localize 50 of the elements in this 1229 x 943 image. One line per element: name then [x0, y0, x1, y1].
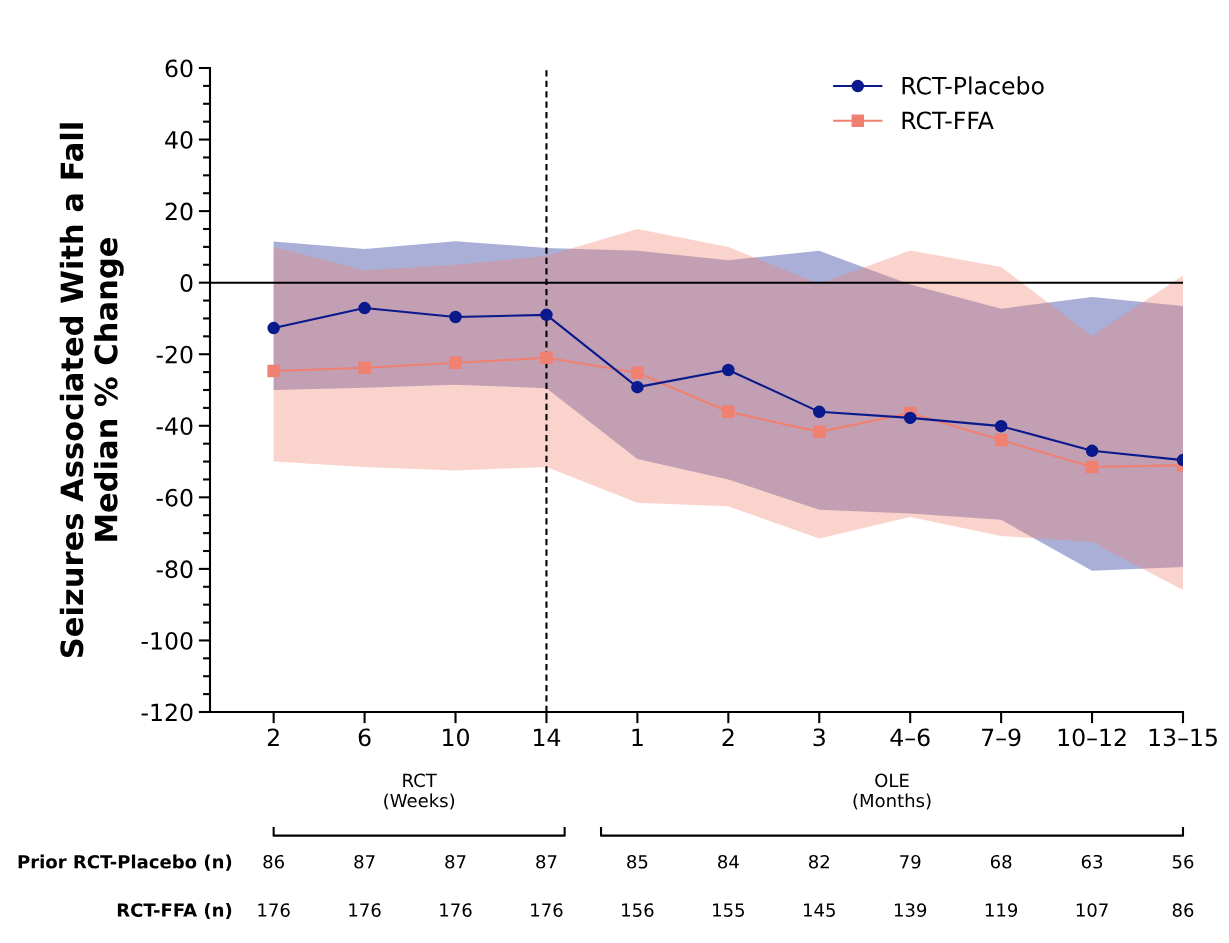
x-tick-label: 7–9: [982, 728, 1021, 747]
text: Prior RCT-Placebo (n): [18, 854, 232, 871]
y-tick-label: -120: [141, 703, 193, 722]
y-tick-label: 0: [180, 274, 193, 292]
text: 87: [354, 854, 375, 869]
x-tick-label: 14: [534, 728, 561, 746]
x-tick-label: 3: [813, 728, 825, 747]
text: 84: [718, 854, 739, 869]
text: RCT-FFA (n): [117, 902, 232, 919]
x-tick-label: 10: [443, 728, 469, 747]
text: 56: [1172, 854, 1194, 869]
text: 119: [985, 903, 1018, 917]
y-tick-label: -60: [156, 488, 193, 507]
x-tick-label: 4–6: [890, 728, 930, 747]
text: 155: [713, 903, 744, 917]
text: 176: [531, 903, 563, 917]
text: 87: [445, 854, 466, 869]
legend-label: RCT-Placebo: [902, 76, 1044, 95]
x-tick-label: 6: [358, 728, 371, 747]
text: RCT (Weeks): [384, 773, 455, 810]
text: 87: [536, 854, 557, 869]
legend-label: RCT-FFA: [902, 111, 994, 130]
x-tick-label: 1: [632, 728, 643, 746]
text: OLE (Months): [853, 773, 931, 810]
y-tick-label: -40: [156, 417, 193, 436]
y-tick-label: -20: [156, 345, 193, 364]
y-axis-title: Seizures Associated With a Fall Median % Change: [59, 123, 124, 658]
text: 139: [894, 903, 927, 917]
y-tick-label: -80: [156, 560, 193, 579]
text: 68: [990, 854, 1012, 869]
text: 145: [804, 903, 835, 917]
x-tick-label: 10–12: [1058, 728, 1126, 747]
text: 156: [622, 903, 654, 917]
text: 86: [263, 854, 284, 869]
text: 176: [440, 903, 472, 917]
x-tick-label: 2: [722, 728, 734, 746]
text: 63: [1081, 854, 1103, 869]
text: 176: [349, 903, 381, 917]
y-tick-label: 40: [165, 131, 193, 149]
y-tick-label: 60: [165, 59, 193, 78]
x-tick-label: 13–15: [1149, 728, 1217, 747]
text: 107: [1076, 903, 1108, 917]
text: 176: [258, 903, 290, 917]
y-tick-label: 20: [165, 202, 193, 221]
x-tick-label: 2: [267, 728, 279, 746]
text: 85: [627, 854, 648, 869]
text: 86: [1172, 903, 1194, 917]
y-tick-label: -100: [141, 631, 193, 650]
text: 79: [900, 854, 921, 869]
text: 82: [809, 854, 829, 869]
